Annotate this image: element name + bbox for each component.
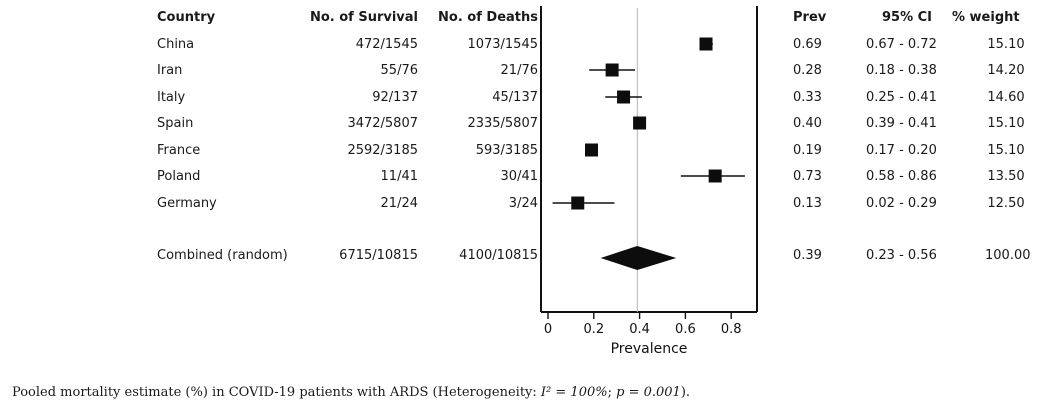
row-ci: 0.17 - 0.20 xyxy=(866,143,937,158)
combined-prev: 0.39 xyxy=(793,248,822,263)
combined-weight: 100.00 xyxy=(985,248,1031,263)
header-prev: Prev xyxy=(793,10,827,25)
caption-i2: I² = 100% xyxy=(540,385,608,400)
combined-survival: 6715/10815 xyxy=(339,248,418,263)
row-deaths: 2335/5807 xyxy=(467,116,538,131)
row-weight: 15.10 xyxy=(987,116,1025,131)
point-spain xyxy=(633,116,647,130)
row-ci: 0.39 - 0.41 xyxy=(866,116,937,131)
row-country: Italy xyxy=(157,90,186,105)
x-tick-label: 0.2 xyxy=(583,322,604,337)
row-survival: 21/24 xyxy=(380,196,418,211)
header-weight: % weight xyxy=(952,10,1020,25)
row-deaths: 3/24 xyxy=(508,196,538,211)
row-weight: 14.60 xyxy=(987,90,1025,105)
x-tick-label: 0.8 xyxy=(721,322,742,337)
row-country: China xyxy=(157,37,195,52)
caption-prefix: Pooled mortality estimate (%) in COVID-1… xyxy=(12,385,541,400)
x-tick-label: 0.6 xyxy=(675,322,696,337)
row-weight: 15.10 xyxy=(987,143,1025,158)
row-survival: 92/137 xyxy=(372,90,418,105)
caption-p: p = 0.001 xyxy=(616,385,681,400)
row-prev: 0.19 xyxy=(793,143,822,158)
header-survival: No. of Survival xyxy=(309,10,418,25)
x-axis-label: Prevalence xyxy=(611,341,688,357)
combined-country: Combined (random) xyxy=(157,248,288,263)
row-survival: 55/76 xyxy=(380,63,418,78)
x-tick-label: 0 xyxy=(544,322,552,337)
combined-ci: 0.23 - 0.56 xyxy=(866,248,937,263)
row-deaths: 21/76 xyxy=(500,63,538,78)
point-italy xyxy=(617,90,631,104)
figure-caption: Pooled mortality estimate (%) in COVID-1… xyxy=(12,385,690,400)
row-prev: 0.73 xyxy=(793,169,822,184)
row-deaths: 593/3185 xyxy=(475,143,538,158)
row-deaths: 1073/1545 xyxy=(467,37,538,52)
row-survival: 11/41 xyxy=(380,169,418,184)
row-ci: 0.67 - 0.72 xyxy=(866,37,937,52)
x-tick-label: 0.4 xyxy=(629,322,650,337)
row-survival: 2592/3185 xyxy=(347,143,418,158)
point-china xyxy=(699,37,713,51)
point-france xyxy=(585,143,599,157)
row-ci: 0.18 - 0.38 xyxy=(866,63,937,78)
point-iran xyxy=(605,63,619,77)
point-germany xyxy=(571,196,585,210)
row-country: Poland xyxy=(157,169,201,184)
row-weight: 15.10 xyxy=(987,37,1025,52)
pooled-diamond xyxy=(600,246,677,270)
header-deaths: No. of Deaths xyxy=(438,10,538,25)
row-prev: 0.40 xyxy=(793,116,822,131)
header-ci: 95% CI xyxy=(882,10,933,25)
row-survival: 472/1545 xyxy=(355,37,418,52)
row-prev: 0.13 xyxy=(793,196,822,211)
row-ci: 0.25 - 0.41 xyxy=(866,90,937,105)
combined-deaths: 4100/10815 xyxy=(459,248,538,263)
row-country: Spain xyxy=(157,116,194,131)
row-weight: 12.50 xyxy=(987,196,1025,211)
row-ci: 0.58 - 0.86 xyxy=(866,169,937,184)
caption-suffix: ). xyxy=(680,385,691,400)
row-ci: 0.02 - 0.29 xyxy=(866,196,937,211)
caption-sep: ; xyxy=(607,385,617,400)
forest-plot: 0 0.2 0.4 0.6 0.8 Prevalence xyxy=(540,6,758,357)
row-country: France xyxy=(157,143,201,158)
row-deaths: 30/41 xyxy=(500,169,538,184)
point-poland xyxy=(708,169,722,183)
row-survival: 3472/5807 xyxy=(347,116,418,131)
row-weight: 14.20 xyxy=(987,63,1025,78)
row-country: Germany xyxy=(157,196,217,211)
header-country: Country xyxy=(157,10,216,25)
row-deaths: 45/137 xyxy=(492,90,538,105)
row-prev: 0.69 xyxy=(793,37,822,52)
row-prev: 0.33 xyxy=(793,90,822,105)
row-weight: 13.50 xyxy=(987,169,1025,184)
row-prev: 0.28 xyxy=(793,63,822,78)
row-country: Iran xyxy=(157,63,183,78)
